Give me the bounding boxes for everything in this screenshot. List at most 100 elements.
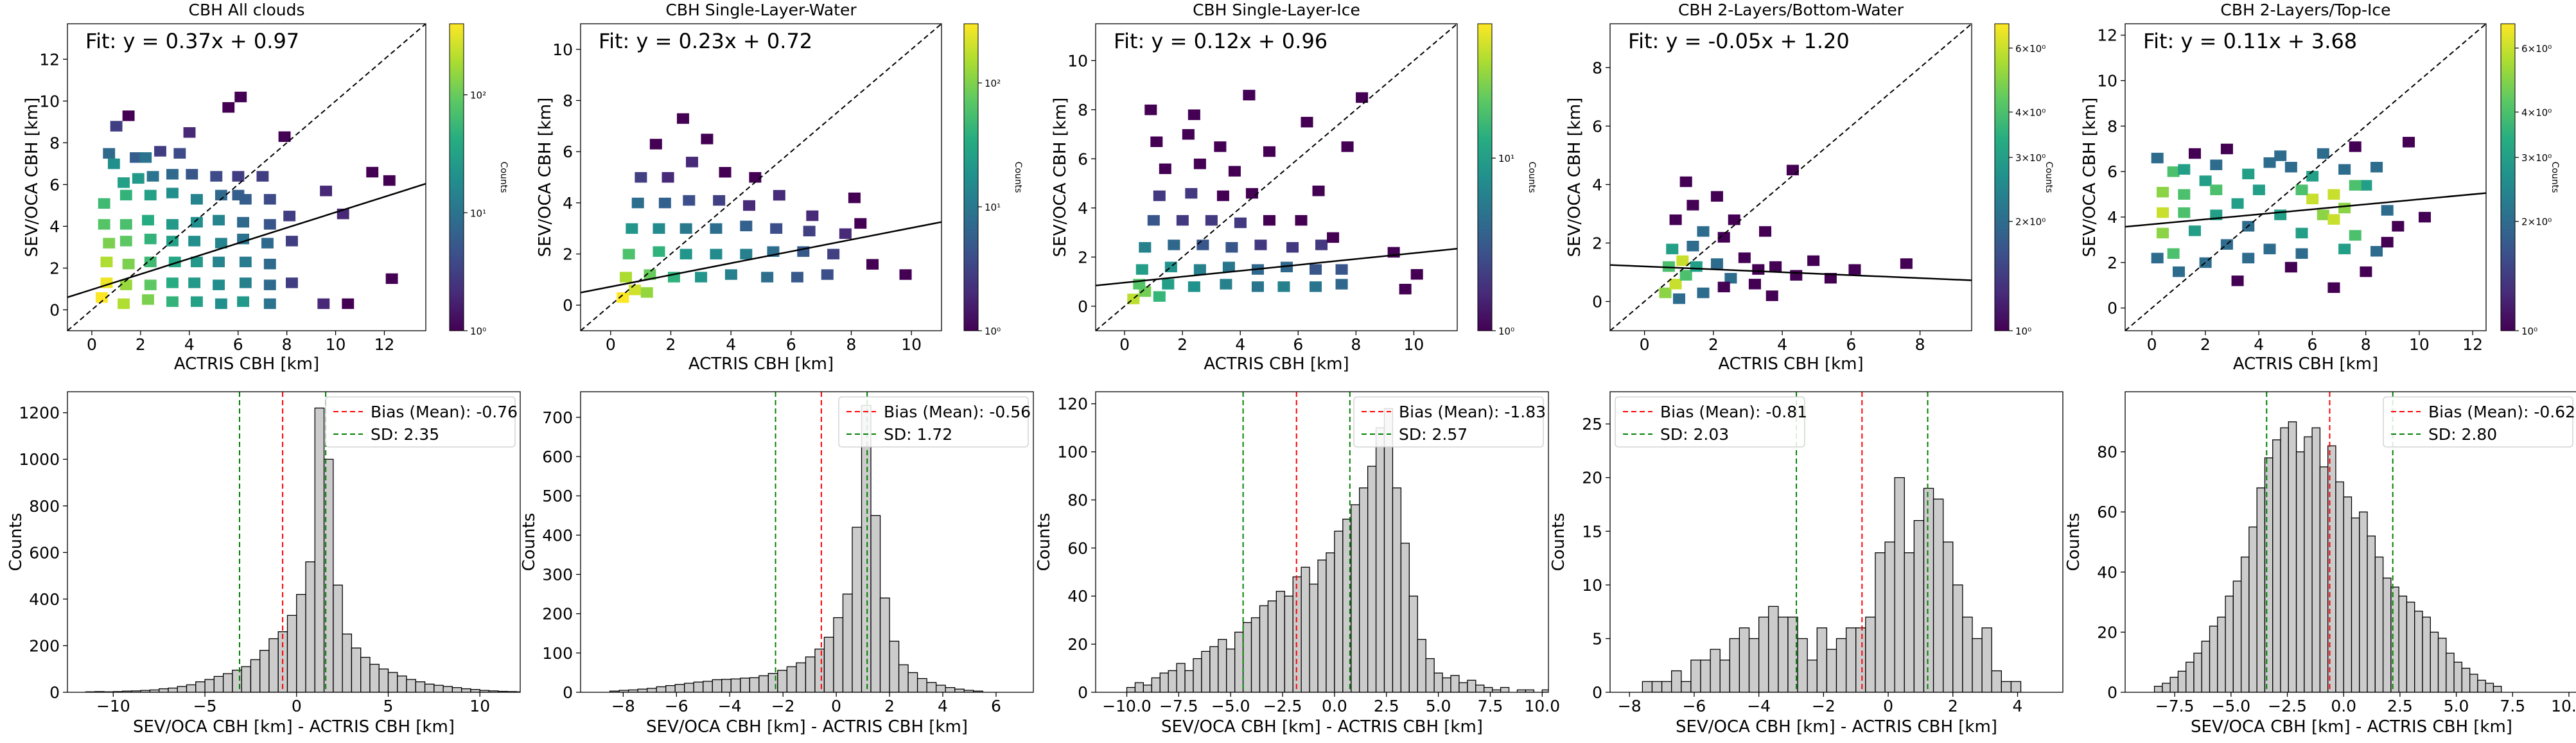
x-tick-label: 2 <box>1177 335 1187 354</box>
heatmap-cell <box>166 296 179 307</box>
heatmap-cell <box>1263 146 1275 157</box>
legend: Bias (Mean): -1.83 SD: 2.57 <box>1353 396 1546 448</box>
heatmap-cell <box>215 189 227 201</box>
y-tick-label: 0 <box>49 301 60 319</box>
heatmap-cell <box>1225 241 1238 253</box>
heatmap-cell <box>1327 232 1340 243</box>
histogram-bar <box>1467 679 1476 692</box>
x-tick-label: 4 <box>1777 335 1787 354</box>
heatmap-cell <box>1341 141 1354 152</box>
heatmap-cell <box>2338 164 2351 175</box>
histogram-bar <box>2010 681 2022 692</box>
heatmap-cell <box>188 277 201 288</box>
y-tick-label: 5 <box>1592 629 1602 648</box>
y-tick-label: 10 <box>1067 51 1088 70</box>
heatmap-cell <box>1139 241 1152 253</box>
histogram-bar <box>2001 681 2012 692</box>
histogram-bar <box>259 650 270 692</box>
x-axis-label: ACTRIS CBH [km] <box>1718 354 1863 374</box>
heatmap-cell <box>234 91 247 103</box>
y-axis-label: Counts <box>2064 513 2083 572</box>
histogram-bar <box>2437 638 2447 692</box>
colorbar-tick-label: 10² <box>985 78 1001 89</box>
colorbar-tick-label: 4×10⁰ <box>2521 107 2552 118</box>
one-to-one-line <box>67 24 426 331</box>
heatmap-cell <box>653 223 665 234</box>
histogram-bar <box>2414 610 2423 692</box>
heatmap-cell <box>1263 214 1275 226</box>
heatmap-cell <box>119 189 132 201</box>
heatmap-cell <box>2381 236 2394 248</box>
histogram-bar <box>186 684 197 692</box>
heatmap-cell <box>2295 248 2308 259</box>
x-tick-label: −4 <box>718 697 742 715</box>
heatmap-cell <box>695 272 708 283</box>
histogram-bar <box>333 584 343 692</box>
heatmap-cell <box>2306 171 2319 182</box>
heatmap-cell <box>827 249 840 259</box>
histogram-bar <box>213 676 224 692</box>
x-tick-label: 2 <box>136 335 146 354</box>
legend-label-sd: SD: 2.35 <box>371 425 439 444</box>
heatmap-cell <box>2349 180 2361 191</box>
y-tick-label: 25 <box>1582 415 1602 433</box>
axes-frame <box>1609 23 1972 331</box>
legend: Bias (Mean): -0.81 SD: 2.03 <box>1615 396 1807 448</box>
histogram-bar <box>1143 685 1152 692</box>
histogram-bar <box>1317 559 1327 692</box>
y-axis-label: SEV/OCA CBH [km] <box>1565 98 1584 258</box>
histogram-bar <box>406 679 416 692</box>
y-axis-label: SEV/OCA CBH [km] <box>2080 98 2099 258</box>
plot-area <box>2153 392 2502 692</box>
histogram-bar <box>842 593 853 692</box>
histogram-bar <box>2477 679 2486 692</box>
histogram-panel: −8 −6 −4 −2 0 2 4 6 0 100 200 300 400 500 600 700 SEV/OC… <box>520 391 1034 737</box>
colorbar-label: Counts <box>2044 162 2054 193</box>
histogram-bar <box>378 669 389 692</box>
heatmap-cell <box>1669 214 1682 225</box>
x-tick-label: 2 <box>1948 697 1958 715</box>
histogram-bar <box>1168 670 1177 692</box>
heatmap-cell <box>213 256 225 268</box>
histogram-bar <box>693 681 704 692</box>
histogram-bar <box>2351 517 2360 692</box>
heatmap-cell <box>2199 175 2212 186</box>
histogram-bar <box>241 666 252 692</box>
histogram-bar <box>1417 638 1426 692</box>
heatmap-cell <box>122 258 135 270</box>
x-tick-label: −2.5 <box>2268 697 2307 715</box>
chart-title: CBH 2-Layers/Bottom-Water <box>1678 1 1904 19</box>
x-tick-label: 2 <box>884 697 895 715</box>
fit-annotation: Fit: y = 0.11x + 3.68 <box>2143 29 2357 53</box>
heatmap-cell <box>2338 243 2351 254</box>
y-tick-label: 0 <box>563 296 573 315</box>
heatmap-cell <box>142 294 154 305</box>
heatmap-cell <box>103 148 116 159</box>
y-tick-label: 120 <box>1057 395 1088 414</box>
heatmap-cell <box>619 272 632 283</box>
histogram-bar <box>767 672 778 692</box>
histogram-bar <box>1991 670 2002 692</box>
histogram-bar <box>2406 601 2415 692</box>
chart-title: CBH Single-Layer-Ice <box>1193 1 1360 19</box>
heatmap-cell <box>710 223 723 234</box>
histogram-bar <box>1484 686 1493 692</box>
histogram-bar <box>2359 511 2368 692</box>
colorbar <box>1477 23 1493 331</box>
heatmap-cell <box>342 298 355 310</box>
heatmap-cell <box>2151 252 2164 264</box>
heatmap-cell <box>2151 152 2164 164</box>
heatmap-cell <box>239 277 252 288</box>
heatmap-cell <box>806 210 819 222</box>
x-tick-label: −4 <box>1747 697 1771 715</box>
histogram-bar <box>1275 591 1285 692</box>
y-tick-label: 800 <box>29 497 60 516</box>
heatmap-panel: 0 2 4 6 8 10 12 0 2 4 6 8 10 12 CBH All clouds ACTRIS C… <box>22 1 509 374</box>
y-tick-label: 8 <box>49 134 60 152</box>
heatmap-cell <box>1216 190 1229 202</box>
heatmap-cell <box>679 249 692 259</box>
colorbar-tick-label: 10⁰ <box>470 326 486 337</box>
heatmap-cell <box>2188 148 2201 159</box>
x-tick-label: 4 <box>2013 697 2023 715</box>
heatmap-cell <box>144 256 157 268</box>
